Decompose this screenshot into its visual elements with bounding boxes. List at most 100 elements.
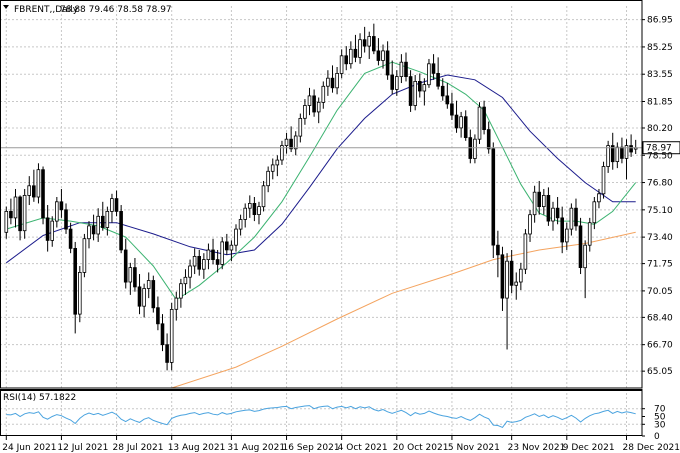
bearish-candle-body bbox=[491, 148, 496, 246]
candle bbox=[41, 166, 45, 225]
price-tick-label: 65.05 bbox=[647, 367, 673, 377]
price-tick-label: 76.80 bbox=[647, 179, 673, 189]
bullish-candle-body bbox=[174, 297, 179, 310]
candle bbox=[417, 73, 422, 98]
candle bbox=[445, 83, 450, 109]
candle bbox=[344, 46, 348, 71]
bearish-candle-body bbox=[330, 77, 335, 89]
candle bbox=[156, 296, 160, 331]
candle bbox=[408, 70, 413, 112]
candle bbox=[188, 259, 192, 289]
time-tick-label: 13 Aug 2021 bbox=[168, 443, 226, 453]
bullish-candle-body bbox=[183, 276, 188, 285]
candle bbox=[179, 278, 183, 308]
price-tick-label: 68.40 bbox=[647, 313, 673, 323]
bearish-candle-body bbox=[165, 344, 169, 363]
bearish-candle-body bbox=[101, 215, 105, 228]
bullish-candle-body bbox=[473, 138, 477, 159]
bearish-candle-body bbox=[119, 210, 123, 251]
candle bbox=[371, 23, 376, 55]
bullish-candle-body bbox=[55, 201, 59, 222]
candle bbox=[404, 52, 408, 82]
bearish-candle-body bbox=[133, 267, 137, 288]
candle bbox=[137, 274, 142, 315]
candle bbox=[551, 201, 555, 231]
candle bbox=[13, 188, 18, 228]
candle bbox=[413, 75, 417, 111]
bearish-candle-body bbox=[578, 225, 583, 268]
bearish-candle-body bbox=[417, 81, 422, 92]
candle bbox=[427, 58, 431, 88]
price-tick-label: 83.55 bbox=[647, 70, 673, 80]
bullish-candle-body bbox=[280, 145, 284, 161]
candle bbox=[537, 180, 541, 215]
candle bbox=[601, 161, 606, 199]
bearish-candle-body bbox=[440, 85, 445, 97]
price-tick-label: 78.50 bbox=[647, 151, 673, 161]
bearish-candle-body bbox=[59, 201, 64, 211]
bullish-candle-body bbox=[257, 206, 261, 216]
bullish-candle-body bbox=[192, 255, 197, 267]
time-tick-label: 9 Dec 2021 bbox=[563, 443, 615, 453]
price-panel-frame bbox=[0, 0, 643, 389]
bullish-candle-body bbox=[422, 84, 427, 92]
time-tick-label: 20 Oct 2021 bbox=[393, 443, 449, 453]
bearish-candle-body bbox=[555, 207, 560, 219]
candles bbox=[4, 23, 638, 371]
bullish-candle-body bbox=[243, 207, 248, 220]
candle bbox=[620, 137, 624, 164]
bullish-candle-body bbox=[624, 145, 629, 159]
bullish-candle-body bbox=[413, 81, 417, 106]
candle bbox=[50, 216, 54, 247]
candle bbox=[275, 155, 280, 177]
candle bbox=[303, 99, 307, 125]
bearish-candle-body bbox=[376, 50, 381, 61]
bullish-candle-body bbox=[293, 135, 298, 150]
bearish-candle-body bbox=[620, 146, 624, 159]
bullish-candle-body bbox=[188, 265, 192, 278]
bearish-candle-body bbox=[482, 106, 486, 130]
candle bbox=[211, 238, 215, 265]
candle bbox=[59, 188, 64, 218]
bearish-candle-body bbox=[64, 209, 68, 230]
bearish-candle-body bbox=[509, 260, 514, 286]
candle bbox=[78, 266, 82, 323]
bearish-candle-body bbox=[436, 73, 440, 87]
candle bbox=[574, 198, 578, 231]
bullish-candle-body bbox=[583, 244, 587, 269]
bearish-candle-body bbox=[610, 145, 615, 163]
symbol-label: FBRENT,,Daily bbox=[14, 5, 79, 15]
candle bbox=[280, 140, 284, 165]
bullish-candle-body bbox=[427, 63, 431, 86]
bullish-candle-body bbox=[50, 220, 54, 241]
bullish-candle-body bbox=[220, 241, 225, 265]
candle bbox=[422, 78, 427, 106]
bullish-candle-body bbox=[266, 170, 270, 187]
bullish-candle-body bbox=[298, 118, 303, 137]
candle bbox=[500, 246, 505, 311]
bullish-candle-body bbox=[275, 159, 280, 166]
candle bbox=[514, 272, 518, 300]
bearish-candle-body bbox=[450, 103, 454, 116]
candle bbox=[399, 54, 404, 84]
candle bbox=[243, 203, 248, 228]
candle bbox=[160, 314, 165, 352]
bullish-candle-body bbox=[96, 215, 101, 235]
bearish-candle-body bbox=[197, 255, 202, 270]
candle bbox=[376, 38, 381, 66]
frame: 78.97 bbox=[0, 0, 680, 436]
candle bbox=[64, 203, 68, 234]
current-price-box bbox=[642, 141, 680, 155]
bearish-candle-body bbox=[289, 138, 293, 150]
candle bbox=[224, 233, 229, 255]
bearish-candle-body bbox=[371, 36, 376, 52]
candle bbox=[169, 302, 174, 371]
candle bbox=[183, 269, 188, 295]
time-tick-label: 16 Sep 2021 bbox=[283, 443, 340, 453]
candle bbox=[348, 41, 353, 69]
bullish-candle-body bbox=[27, 185, 31, 196]
bullish-candle-body bbox=[565, 228, 569, 243]
bullish-candle-body bbox=[615, 146, 620, 162]
candle bbox=[133, 257, 137, 292]
bearish-candle-body bbox=[431, 63, 436, 74]
